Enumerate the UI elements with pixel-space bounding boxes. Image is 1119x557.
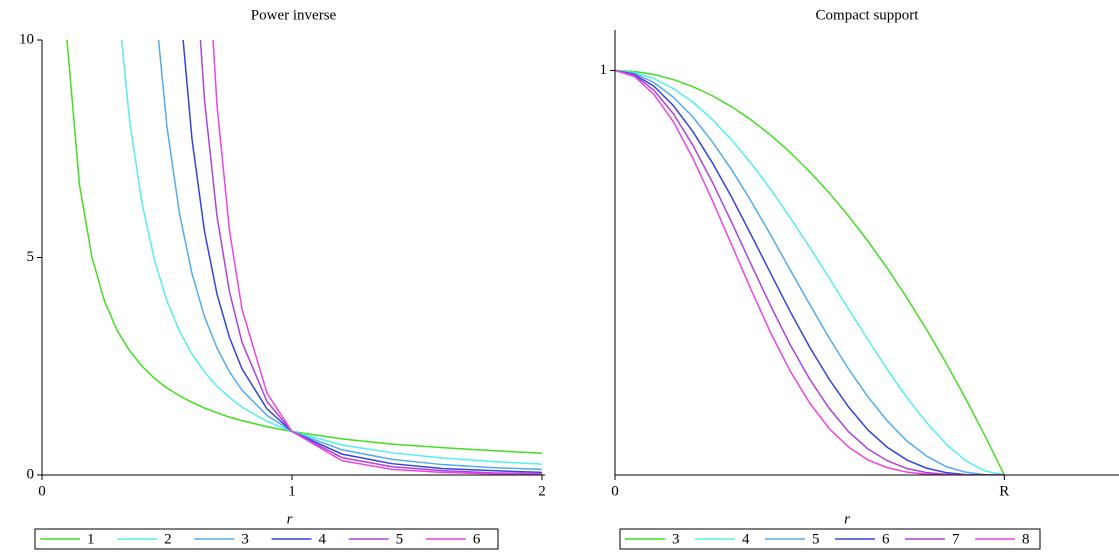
series-line bbox=[157, 40, 543, 471]
x-axis-label: r bbox=[287, 511, 293, 527]
series-line bbox=[615, 69, 1005, 475]
legend-label: 2 bbox=[164, 531, 172, 547]
x-tick-label: 0 bbox=[38, 483, 46, 499]
legend-label: 4 bbox=[319, 531, 327, 547]
legend-label: 5 bbox=[812, 531, 820, 547]
series-line bbox=[615, 69, 1005, 475]
legend-label: 1 bbox=[87, 531, 95, 547]
legend-label: 6 bbox=[882, 531, 890, 547]
y-tick-label: 0 bbox=[27, 466, 35, 482]
plot: Compact support 0 R 1 r 3 4 5 6 7 8 bbox=[600, 7, 1119, 550]
series-line bbox=[66, 40, 543, 454]
x-tick-label: 1 bbox=[288, 483, 296, 499]
legend-label: 4 bbox=[742, 531, 750, 547]
series-line bbox=[182, 40, 543, 474]
legend-box bbox=[619, 528, 1041, 550]
series-line bbox=[615, 69, 1005, 475]
legend-label: 8 bbox=[1022, 531, 1030, 547]
series-line bbox=[67, 0, 542, 480]
legend-box bbox=[34, 528, 499, 550]
x-tick-label: R bbox=[999, 483, 1009, 499]
x-tick-label: 0 bbox=[611, 483, 619, 499]
legend-label: 6 bbox=[473, 531, 481, 547]
chart-title: Power inverse bbox=[251, 7, 337, 23]
chart-title: Compact support bbox=[816, 7, 920, 23]
y-tick-label: 1 bbox=[600, 62, 608, 78]
series-line bbox=[199, 40, 543, 475]
series-line bbox=[615, 69, 1005, 475]
legend-label: 3 bbox=[672, 531, 680, 547]
plot: Power inverse 0 1 2 0 5 10 r 1 2 3 4 5 6 bbox=[19, 0, 546, 550]
x-axis-label: r bbox=[844, 511, 850, 527]
series-line bbox=[615, 69, 1005, 475]
legend-label: 7 bbox=[952, 531, 960, 547]
legend-label: 5 bbox=[396, 531, 404, 547]
y-tick-label: 10 bbox=[19, 31, 34, 47]
y-tick-label: 5 bbox=[27, 249, 35, 265]
legend-label: 3 bbox=[241, 531, 249, 547]
series-line bbox=[120, 40, 543, 465]
series-line bbox=[615, 69, 1005, 475]
x-tick-label: 2 bbox=[538, 483, 546, 499]
